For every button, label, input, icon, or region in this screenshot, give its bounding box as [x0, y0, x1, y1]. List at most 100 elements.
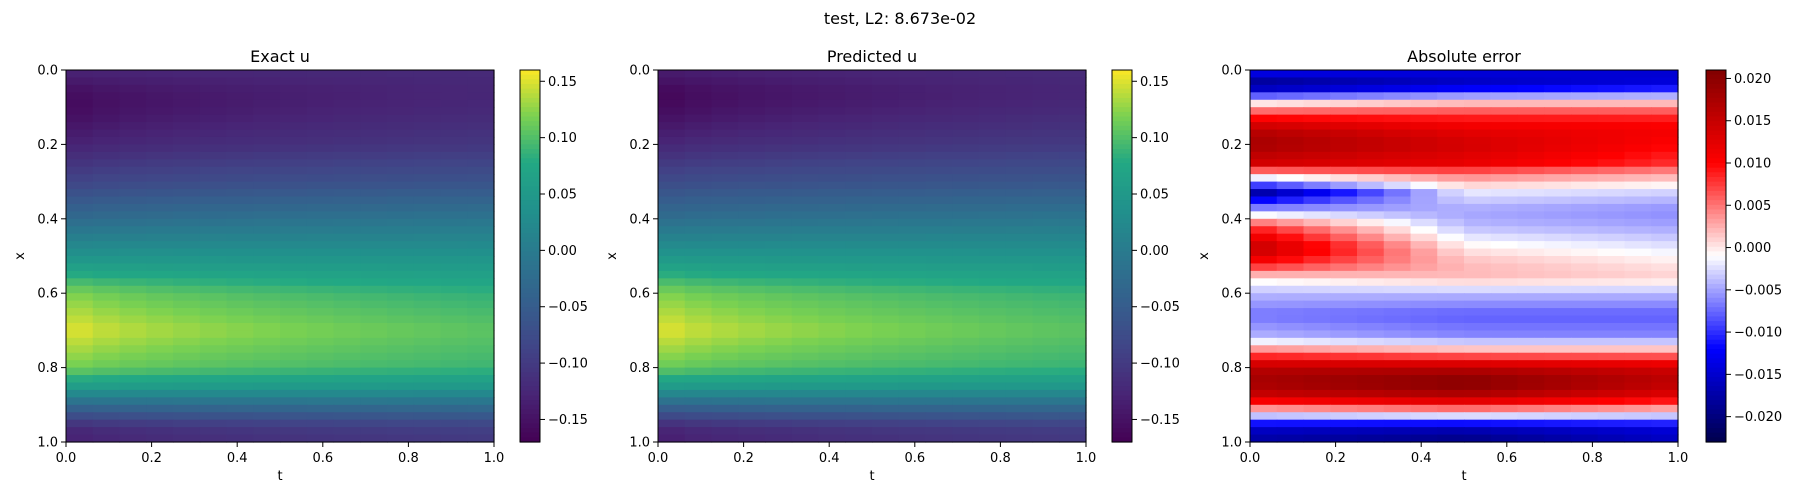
heatmap-cell [1357, 330, 1385, 339]
heatmap-cell [1544, 375, 1572, 384]
heatmap-cell [119, 166, 147, 175]
heatmap-cell [199, 389, 228, 398]
heatmap-cell [711, 419, 739, 428]
heatmap-cell [1303, 330, 1331, 339]
heatmap-cell [1357, 136, 1385, 145]
heatmap-cell [738, 263, 766, 272]
heatmap-cell [467, 419, 495, 428]
heatmap-cell [1490, 84, 1519, 93]
heatmap-cell [1437, 129, 1465, 138]
colorbar-segment [520, 121, 540, 127]
colorbar-segment [1706, 172, 1726, 178]
colorbar-tick-label: −0.05 [1140, 300, 1180, 315]
heatmap-cell [1330, 427, 1358, 436]
colorbar-segment [520, 251, 540, 257]
heatmap-cell [1250, 367, 1278, 376]
heatmap-cell [765, 382, 793, 391]
heatmap-cell [1651, 352, 1679, 361]
heatmap-cell [872, 382, 900, 391]
heatmap-cell [765, 360, 793, 369]
colorbar-tick-label: −0.10 [548, 357, 588, 372]
heatmap-cell [925, 404, 953, 413]
heatmap-cell [1571, 345, 1599, 354]
heatmap-cell [1276, 218, 1305, 227]
heatmap-cell [1410, 367, 1438, 376]
x-tick-label: 0.4 [1411, 451, 1432, 466]
heatmap-cell [226, 345, 254, 354]
heatmap-cell [92, 166, 121, 175]
heatmap-cell [1490, 285, 1519, 294]
heatmap-cell [440, 226, 468, 235]
heatmap-cell [1410, 404, 1438, 413]
heatmap-cell [1250, 322, 1278, 331]
heatmap-cell [1250, 70, 1278, 79]
heatmap-cell [306, 278, 335, 287]
heatmap-cell [765, 196, 793, 205]
heatmap-cell [387, 293, 415, 302]
heatmap-cell [872, 360, 900, 369]
heatmap-cell [1059, 293, 1087, 302]
heatmap-cell [1250, 427, 1278, 436]
heatmap-cell [872, 248, 900, 257]
heatmap-cell [1303, 397, 1331, 406]
heatmap-cell [467, 404, 495, 413]
heatmap-cell [360, 389, 388, 398]
heatmap-cell [898, 151, 927, 160]
heatmap-cell [66, 174, 94, 183]
heatmap-cell [440, 77, 468, 86]
heatmap-cell [199, 293, 228, 302]
heatmap-cell [1032, 360, 1060, 369]
heatmap-cell [146, 322, 174, 331]
heatmap-cell [1571, 263, 1599, 272]
heatmap-cell [818, 211, 846, 220]
heatmap-cell [658, 270, 686, 279]
colorbar-segment [1706, 223, 1726, 229]
colorbar-segment [520, 428, 540, 434]
heatmap-cell [333, 382, 361, 391]
heatmap-cell [765, 263, 793, 272]
heatmap-cell [1651, 159, 1679, 168]
colorbar-segment [1706, 372, 1726, 378]
heatmap-cell [711, 345, 739, 354]
heatmap-cell [199, 397, 228, 406]
heatmap-cell [1410, 136, 1438, 145]
heatmap-cell [818, 218, 846, 227]
heatmap-cell [1437, 151, 1465, 160]
heatmap-cell [92, 136, 121, 145]
heatmap-cell [146, 278, 174, 287]
heatmap-cell [684, 211, 713, 220]
heatmap-cell [1464, 367, 1492, 376]
heatmap-cell [684, 70, 713, 79]
heatmap-cell [845, 427, 873, 436]
heatmap-cell [684, 330, 713, 339]
heatmap-cell [1624, 278, 1652, 287]
heatmap-cell [360, 285, 388, 294]
heatmap-cell [92, 263, 121, 272]
heatmap-cell [1517, 427, 1545, 436]
heatmap-cell [1490, 270, 1519, 279]
heatmap-cell [280, 270, 308, 279]
heatmap-cell [1357, 241, 1385, 250]
heatmap-cell [1651, 107, 1679, 116]
heatmap-cell [1651, 308, 1679, 317]
heatmap-cell [199, 218, 228, 227]
heatmap-cell [173, 218, 201, 227]
heatmap-cell [440, 174, 468, 183]
heatmap-cell [360, 84, 388, 93]
heatmap-cell [1490, 211, 1519, 220]
heatmap-cell [1571, 129, 1599, 138]
y-axis-label: x [605, 252, 620, 260]
colorbar-segment [1112, 288, 1132, 294]
heatmap-cell [1597, 404, 1626, 413]
colorbar-segment [1112, 135, 1132, 141]
heatmap-cell [765, 151, 793, 160]
colorbar-segment [1112, 228, 1132, 234]
heatmap-cell [1059, 129, 1087, 138]
heatmap-cell [1330, 99, 1358, 108]
colorbar-segment [1112, 172, 1132, 178]
heatmap-cell [1437, 382, 1465, 391]
heatmap-cell [658, 77, 686, 86]
heatmap-cell [1464, 263, 1492, 272]
heatmap-cell [845, 92, 873, 101]
heatmap-cell [1597, 189, 1626, 198]
